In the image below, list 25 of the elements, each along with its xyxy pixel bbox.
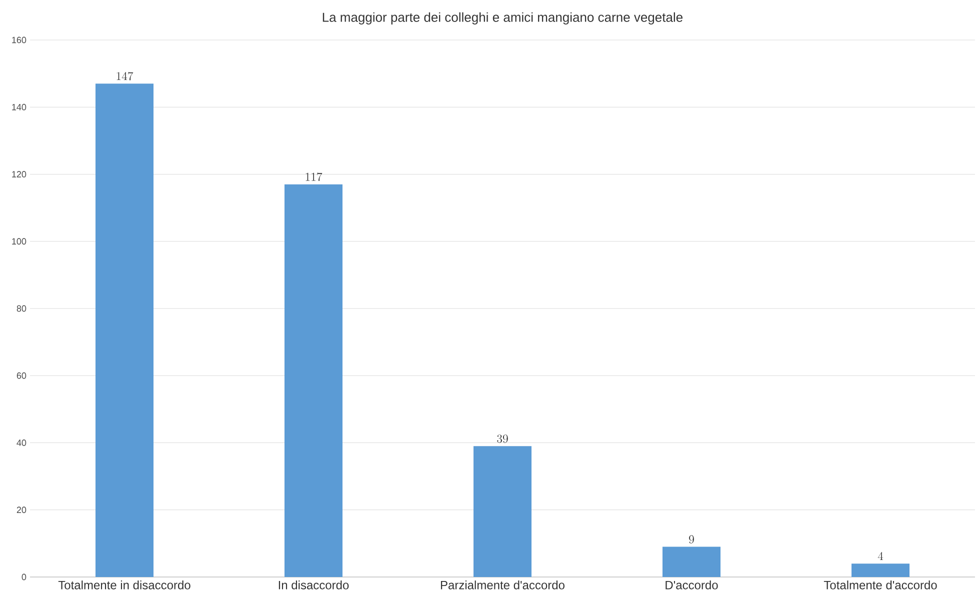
bar (474, 446, 532, 577)
data-label: 4 (878, 552, 884, 560)
bar (852, 564, 910, 577)
x-tick-label: Totalmente d'accordo (824, 580, 937, 590)
x-tick-label: Totalmente in disaccordo (58, 580, 190, 590)
y-tick-label: 120 (12, 171, 26, 178)
x-tick-label: Parzialmente d'accordo (440, 580, 564, 590)
y-tick-label: 80 (16, 305, 26, 312)
bar (96, 84, 154, 577)
y-tick-label: 60 (16, 372, 26, 379)
y-tick-label: 40 (16, 440, 26, 446)
y-tick-label: 0 (22, 574, 26, 580)
data-label: 39 (497, 434, 508, 443)
x-tick-label: D'accordo (666, 580, 718, 590)
data-label: 9 (689, 535, 694, 544)
chart-title: La maggior parte dei colleghi e amici mangiano carne vegetale (322, 12, 683, 24)
y-tick-label: 140 (12, 104, 26, 110)
x-tick-label: In disaccordo (278, 580, 349, 590)
bar (662, 546, 721, 577)
data-label: 147 (116, 72, 134, 80)
y-tick-label: 100 (12, 238, 26, 245)
bar (284, 184, 343, 577)
y-tick-label: 160 (12, 36, 26, 44)
data-label: 117 (306, 172, 322, 182)
y-tick-label: 20 (16, 506, 26, 514)
